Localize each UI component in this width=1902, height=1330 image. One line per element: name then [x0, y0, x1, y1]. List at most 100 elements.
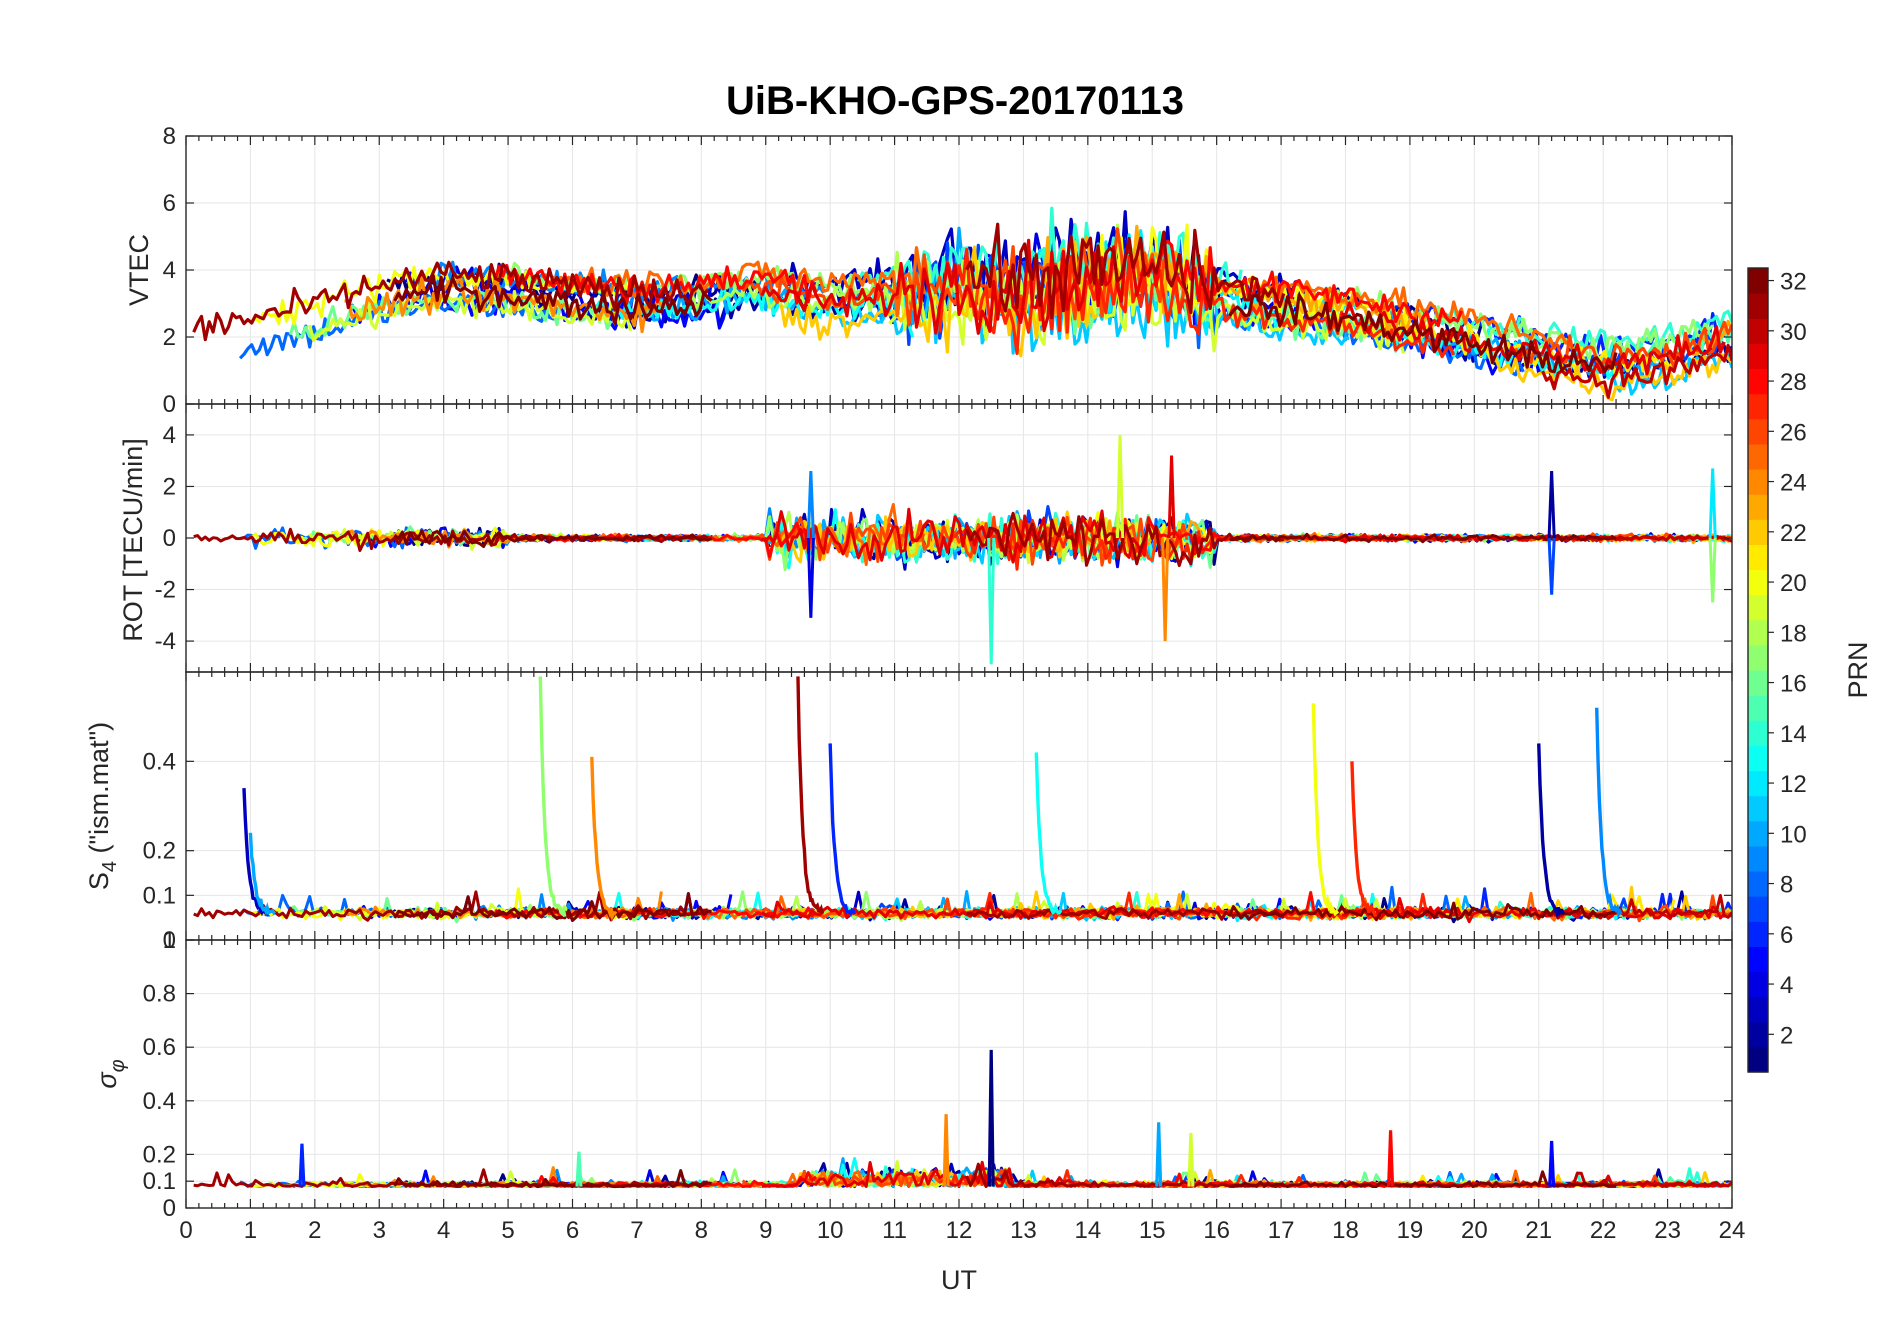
rot-spike: [1167, 455, 1176, 539]
y-tick-label: 0.4: [143, 748, 176, 775]
colorbar-tick-label: 12: [1780, 771, 1807, 798]
colorbar-tick-label: 18: [1780, 620, 1807, 647]
rot-spike: [1708, 468, 1717, 539]
s4-spike: [1537, 743, 1565, 919]
y-tick-label: -2: [155, 577, 176, 604]
colorbar-tick-label: 32: [1780, 269, 1807, 296]
rot-spike: [806, 537, 815, 618]
colorbar-label: PRN: [1843, 641, 1873, 698]
colorbar-cells: [1748, 268, 1768, 1073]
s4-spike: [796, 676, 825, 915]
rot-y-ticks: -4 -2 0 2 4: [155, 404, 1733, 672]
s4-spike: [1350, 761, 1378, 918]
colorbar-cell: [1748, 720, 1768, 746]
s4-ylabel: S4 ("ism.mat"): [84, 722, 121, 890]
sigma-phi-ylabel: σφ: [92, 1059, 129, 1088]
colorbar-cell: [1748, 770, 1768, 797]
colorbar-cell: [1748, 946, 1768, 973]
sigma-phi-spike: [942, 1114, 950, 1187]
x-tick-label: 4: [437, 1217, 450, 1244]
colorbar-tick-label: 30: [1780, 319, 1807, 346]
colorbar-tick-label: 10: [1780, 821, 1807, 848]
rot-spike: [806, 470, 815, 539]
rot-spike: [1547, 537, 1556, 595]
y-tick-label: 8: [163, 123, 176, 150]
prn-trace: [1542, 534, 1732, 543]
x-tick-label: 8: [695, 1217, 708, 1244]
s4-ylabel-rest: ("ism.mat"): [84, 722, 114, 861]
chart-title: UiB-KHO-GPS-20170113: [726, 79, 1184, 123]
colorbar-cell: [1748, 871, 1768, 897]
colorbar-tick-label: 4: [1780, 972, 1793, 999]
x-tick-label: 13: [1010, 1217, 1037, 1244]
s4-spike: [828, 743, 857, 917]
x-tick-label: 10: [817, 1217, 844, 1244]
prn-trace: [1542, 1171, 1732, 1188]
x-tick-label: 16: [1203, 1217, 1230, 1244]
y-tick-label: 1: [163, 927, 176, 954]
s4-grid: [185, 672, 1733, 941]
s4-ylabel-sub: 4: [99, 861, 121, 872]
colorbar-frame: [1747, 267, 1769, 1073]
sigma-phi-spike: [1548, 1140, 1556, 1187]
colorbar-cell: [1748, 896, 1768, 922]
x-tick-label: 23: [1654, 1217, 1681, 1244]
sigma-phi-ylabel-main: σ: [92, 1071, 122, 1089]
s4-spike: [590, 756, 618, 922]
prn-trace: [393, 274, 1618, 374]
colorbar-cell: [1748, 293, 1768, 319]
y-tick-label: 0.2: [143, 838, 176, 865]
colorbar-cell: [1748, 1046, 1768, 1073]
y-tick-label: 0.8: [143, 981, 176, 1008]
x-tick-label: 5: [501, 1217, 514, 1244]
colorbar-cell: [1748, 996, 1768, 1023]
sigma-phi-grid: [185, 939, 1733, 1209]
s4-panel: 0 0.1 0.2 0.4 S4 ("ism.mat"): [84, 671, 1733, 954]
x-axis-label: UT: [941, 1265, 977, 1295]
x-tick-label: 9: [759, 1217, 772, 1244]
y-tick-label: 0.2: [143, 1141, 176, 1168]
y-tick-label: 0: [163, 391, 176, 418]
prn-trace: [393, 529, 1617, 549]
sigma-phi-y-ticks: 00.10.20.40.60.81: [143, 927, 1733, 1222]
colorbar-cell: [1748, 695, 1768, 721]
sigma-phi-spike: [1155, 1122, 1163, 1187]
y-tick-label: 4: [163, 422, 176, 449]
prn-trace: [938, 247, 1456, 359]
vtec-panel: 0 2 4 6 8 VTEC: [124, 123, 1733, 418]
rot-spike: [1708, 537, 1717, 603]
colorbar-cell: [1748, 619, 1768, 646]
x-tick-label: 14: [1074, 1217, 1101, 1244]
colorbar-cell: [1748, 644, 1768, 671]
x-tick-label: 1: [244, 1217, 257, 1244]
colorbar-cell: [1748, 494, 1768, 520]
rot-spike: [1547, 470, 1556, 539]
colorbar-tick-label: 20: [1780, 570, 1807, 597]
colorbar-tick-label: 6: [1780, 922, 1793, 949]
s4-spike: [1595, 707, 1623, 919]
sigma-phi-spike: [575, 1151, 583, 1187]
rot-ylabel: ROT [TECU/min]: [118, 438, 148, 642]
x-ticks: 0 1 2 3 4 5 6 7 8 9 10 11 12 13 14 15 16 17 18 19 20 21 22 23 24: [179, 1217, 1745, 1244]
vtec-traces: [192, 206, 1732, 402]
rot-spike: [1161, 537, 1170, 642]
y-tick-label: -4: [155, 628, 176, 655]
colorbar-cell: [1748, 921, 1768, 947]
colorbar-tick-label: 16: [1780, 671, 1807, 698]
x-tick-label: 20: [1461, 1217, 1488, 1244]
x-tick-label: 2: [308, 1217, 321, 1244]
colorbar-tick-label: 8: [1780, 872, 1793, 899]
x-tick-label: 7: [630, 1217, 643, 1244]
colorbar-cell: [1748, 393, 1768, 420]
x-tick-label: 6: [566, 1217, 579, 1244]
s4-spike: [1311, 703, 1340, 917]
x-tick-label: 22: [1590, 1217, 1617, 1244]
sigma-phi-spike: [1387, 1130, 1395, 1187]
y-tick-label: 0: [163, 525, 176, 552]
x-tick-label: 12: [946, 1217, 973, 1244]
s4-ylabel-main: S: [84, 872, 114, 890]
vtec-ylabel: VTEC: [124, 234, 154, 306]
rot-panel: -4 -2 0 2 4 ROT [TECU/min]: [118, 403, 1733, 673]
